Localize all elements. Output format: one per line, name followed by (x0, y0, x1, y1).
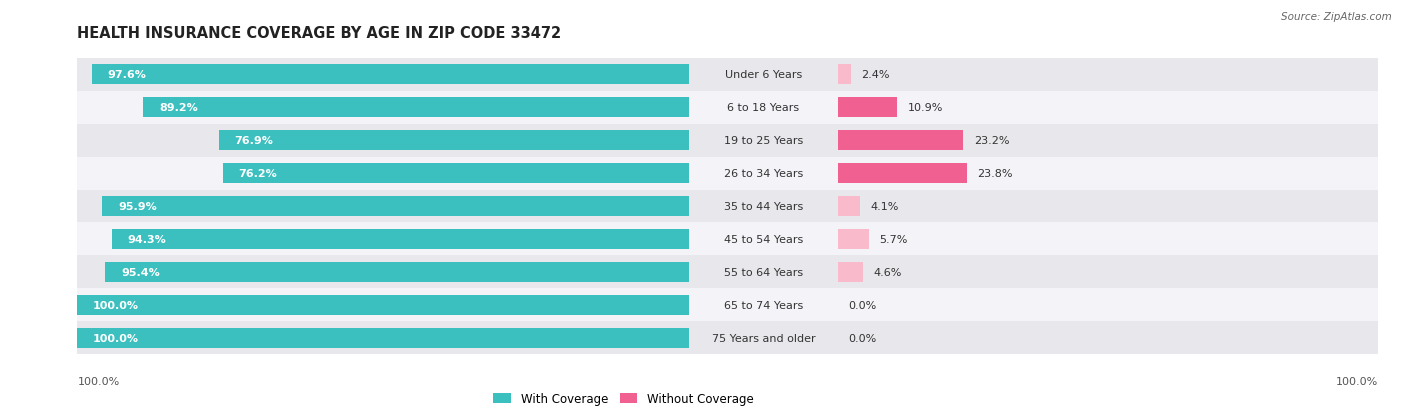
Bar (77, 256, 1378, 289)
Text: 6 to 18 Years: 6 to 18 Years (727, 103, 800, 113)
Text: 0.0%: 0.0% (849, 300, 877, 310)
Text: 55 to 64 Years: 55 to 64 Years (724, 267, 803, 277)
Bar (77, 92, 1378, 124)
Text: 35 to 44 Years: 35 to 44 Years (724, 202, 803, 211)
Text: 75 Years and older: 75 Years and older (711, 333, 815, 343)
Text: 95.9%: 95.9% (118, 202, 156, 211)
Text: 89.2%: 89.2% (159, 103, 198, 113)
Text: 4.6%: 4.6% (873, 267, 901, 277)
Bar (838, 196, 860, 217)
Text: 26 to 34 Years: 26 to 34 Years (724, 169, 803, 179)
Bar (838, 65, 851, 85)
Bar (105, 262, 689, 282)
Bar (77, 321, 1378, 354)
Legend: With Coverage, Without Coverage: With Coverage, Without Coverage (494, 392, 754, 406)
Text: 5.7%: 5.7% (879, 234, 908, 244)
Text: 100.0%: 100.0% (93, 333, 139, 343)
Bar (77, 328, 689, 348)
Text: 76.9%: 76.9% (235, 136, 273, 146)
Bar (838, 229, 869, 249)
Text: 10.9%: 10.9% (907, 103, 943, 113)
Bar (838, 131, 963, 151)
Text: 45 to 54 Years: 45 to 54 Years (724, 234, 803, 244)
Bar (77, 157, 1378, 190)
Text: 95.4%: 95.4% (121, 267, 160, 277)
Bar (143, 98, 689, 118)
Text: 4.1%: 4.1% (870, 202, 898, 211)
Bar (218, 131, 689, 151)
Bar (77, 295, 689, 315)
Text: 97.6%: 97.6% (108, 70, 146, 80)
Bar (112, 229, 689, 249)
Bar (838, 164, 966, 184)
Text: 94.3%: 94.3% (128, 234, 166, 244)
Text: 23.2%: 23.2% (974, 136, 1010, 146)
Bar (838, 262, 863, 282)
Text: 65 to 74 Years: 65 to 74 Years (724, 300, 803, 310)
Bar (77, 190, 1378, 223)
Text: 76.2%: 76.2% (239, 169, 277, 179)
Bar (77, 59, 1378, 92)
Bar (838, 98, 897, 118)
Text: 100.0%: 100.0% (1336, 376, 1378, 386)
Text: Source: ZipAtlas.com: Source: ZipAtlas.com (1281, 12, 1392, 22)
Bar (222, 164, 689, 184)
Bar (77, 223, 1378, 256)
Text: 100.0%: 100.0% (93, 300, 139, 310)
Bar (77, 124, 1378, 157)
Text: 23.8%: 23.8% (977, 169, 1012, 179)
Text: 100.0%: 100.0% (77, 376, 120, 386)
Text: Under 6 Years: Under 6 Years (724, 70, 801, 80)
Text: HEALTH INSURANCE COVERAGE BY AGE IN ZIP CODE 33472: HEALTH INSURANCE COVERAGE BY AGE IN ZIP … (77, 26, 561, 41)
Bar (91, 65, 689, 85)
Text: 2.4%: 2.4% (862, 70, 890, 80)
Text: 0.0%: 0.0% (849, 333, 877, 343)
Text: 19 to 25 Years: 19 to 25 Years (724, 136, 803, 146)
Bar (103, 196, 689, 217)
Bar (77, 289, 1378, 321)
